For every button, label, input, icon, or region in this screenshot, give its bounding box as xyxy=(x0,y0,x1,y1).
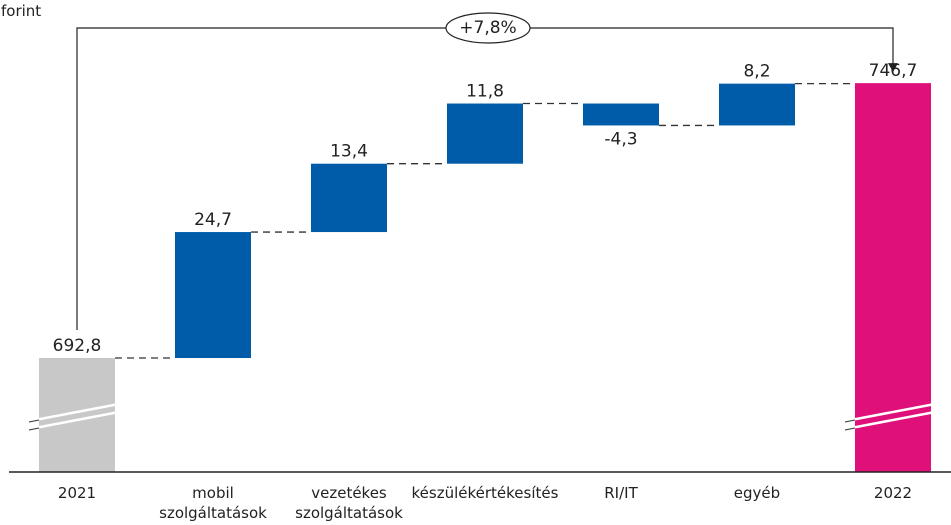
axis-break-edge xyxy=(844,427,856,431)
bar xyxy=(719,83,795,126)
x-tick-label: mobil szolgáltatások xyxy=(159,484,267,522)
value-label: 11,8 xyxy=(466,82,504,102)
x-tick-label: készülékértékesítés xyxy=(412,484,559,502)
x-tick-label: 2021 xyxy=(58,484,96,502)
value-label: 8,2 xyxy=(743,62,770,82)
x-tick-label-line: vezetékes xyxy=(311,484,387,502)
value-label: 24,7 xyxy=(194,210,232,230)
x-tick-label: RI/IT xyxy=(604,484,638,502)
x-tick-label-line: szolgáltatások xyxy=(295,504,403,522)
axis-break xyxy=(850,410,936,430)
axis-break xyxy=(34,410,120,430)
bar xyxy=(447,103,523,164)
bar xyxy=(583,103,659,126)
annotation-box xyxy=(445,12,531,44)
bar xyxy=(311,163,387,233)
axis-break-edge xyxy=(844,419,856,423)
value-label: 13,4 xyxy=(330,142,368,162)
axis-break-edge xyxy=(28,427,40,431)
x-tick-label-line: mobil xyxy=(192,484,234,502)
x-tick-label-line: szolgáltatások xyxy=(159,504,267,522)
x-tick-label: vezetékes szolgáltatások xyxy=(295,484,403,522)
arrow-head xyxy=(888,63,898,73)
axis-break xyxy=(34,402,120,422)
annotation: +7,8% xyxy=(459,18,516,38)
bar xyxy=(175,232,251,359)
chart-title: Milliárd forint xyxy=(0,2,41,20)
axis-break-edge xyxy=(28,419,40,423)
x-tick-label: 2022 xyxy=(874,484,912,502)
axis-break xyxy=(850,402,936,422)
x-tick-label: egyéb xyxy=(734,484,780,502)
value-label: 692,8 xyxy=(53,336,102,356)
value-label: -4,3 xyxy=(604,129,637,149)
